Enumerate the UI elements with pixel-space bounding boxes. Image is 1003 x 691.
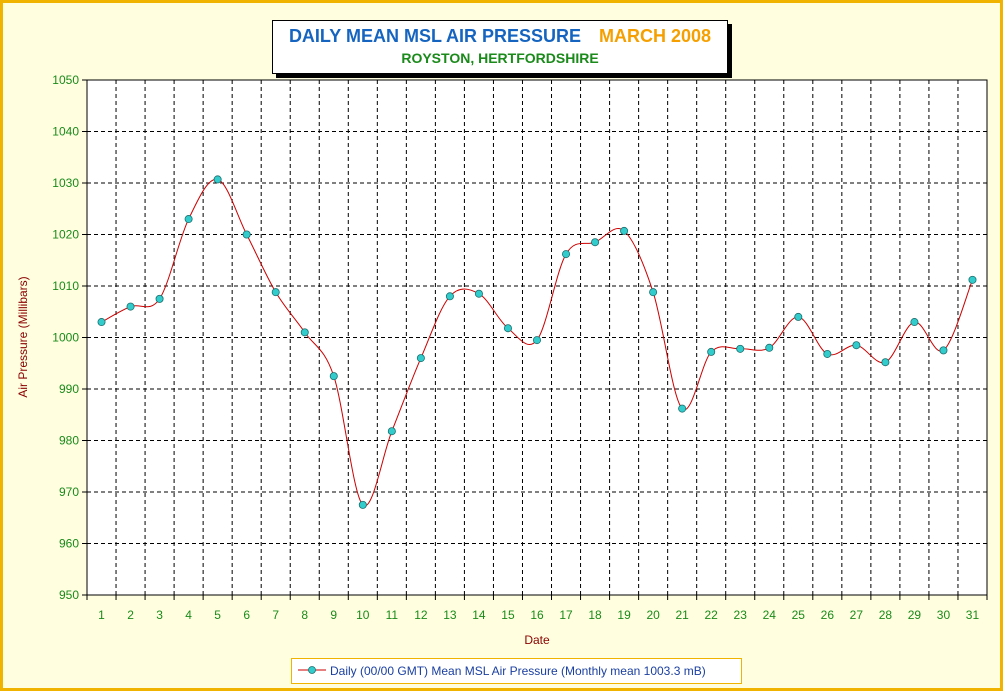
chart-subtitle: ROYSTON, HERTFORDSHIRE [401,50,599,66]
y-tick-labels: 950 960 970 980 990 1000 1010 1020 1030 1040 1050 [52,73,79,602]
x-tick-label: 19 [617,608,631,622]
x-tick-label: 21 [675,608,689,622]
x-tick-label: 4 [185,608,192,622]
x-tick-label: 15 [501,608,515,622]
data-point [852,341,861,350]
x-tick-label: 6 [243,608,250,622]
x-tick-label: 18 [588,608,602,622]
x-tick-label: 25 [792,608,806,622]
x-tick-label: 11 [386,608,399,622]
y-tick-label: 990 [59,382,79,396]
data-point [503,324,512,333]
data-point [358,500,367,509]
x-tick-label: 7 [272,608,279,622]
data-point [736,344,745,353]
data-point [533,336,542,345]
x-tick-label: 13 [443,608,457,622]
data-point [329,372,338,381]
x-tick-label: 20 [646,608,660,622]
legend-swatch [298,666,326,674]
x-tick-label: 14 [472,608,486,622]
legend-label: Daily (00/00 GMT) Mean MSL Air Pressure … [330,664,706,678]
data-point [474,289,483,298]
x-tick-label: 26 [821,608,835,622]
data-point [126,302,135,311]
data-point [155,294,164,303]
y-tick-label: 950 [59,588,79,602]
data-point [939,346,948,355]
data-point [823,349,832,358]
title-line: DAILY MEAN MSL AIR PRESSURE MARCH 2008 [273,26,727,47]
x-tick-label: 30 [937,608,951,622]
x-tick-label: 9 [330,608,337,622]
axis-ticks [82,79,988,600]
y-tick-label: 1050 [52,73,79,87]
x-tick-label: 2 [127,608,134,622]
x-tick-label: 17 [559,608,573,622]
data-point [445,292,454,301]
data-point [271,288,280,297]
y-tick-label: 1010 [52,279,79,293]
chart-month: MARCH 2008 [599,26,712,46]
data-point [707,347,716,356]
x-tick-label: 28 [879,608,893,622]
series-markers [97,175,977,509]
y-tick-label: 1020 [52,228,79,242]
y-tick-label: 970 [59,485,79,499]
y-tick-label: 1030 [52,176,79,190]
data-point [620,226,629,235]
data-point [97,318,106,327]
x-tick-label: 3 [156,608,163,622]
y-tick-label: 960 [59,537,79,551]
data-point [562,250,571,259]
data-point [968,275,977,284]
data-point [591,238,600,247]
x-tick-label: 5 [214,608,221,622]
data-point [242,230,251,239]
data-point [649,288,658,297]
y-tick-label: 1040 [52,125,79,139]
y-tick-label: 1000 [52,331,79,345]
x-tick-label: 24 [763,608,777,622]
legend: Daily (00/00 GMT) Mean MSL Air Pressure … [291,658,742,684]
x-tick-label: 23 [734,608,748,622]
data-point [881,358,890,367]
chart-title: DAILY MEAN MSL AIR PRESSURE [288,26,581,46]
data-point [213,175,222,184]
data-point [416,354,425,363]
x-tick-label: 29 [908,608,922,622]
data-point [910,318,919,327]
x-tick-label: 12 [414,608,428,622]
x-tick-label: 8 [301,608,308,622]
y-tick-label: 980 [59,434,79,448]
x-axis-label: Date [524,633,550,647]
data-point [765,343,774,352]
title-box: DAILY MEAN MSL AIR PRESSURE MARCH 2008 RO… [272,20,728,74]
data-point [387,427,396,436]
data-point [794,312,803,321]
x-tick-label: 22 [705,608,719,622]
grid-lines [87,80,987,595]
x-tick-label: 27 [850,608,864,622]
data-point [678,404,687,413]
x-tick-label: 1 [98,608,105,622]
x-tick-label: 31 [966,608,980,622]
data-point [300,328,309,337]
x-tick-label: 10 [356,608,370,622]
x-tick-label: 16 [530,608,544,622]
x-tick-labels: 1 2 3 4 5 6 7 8 9 10 11 12 13 14 15 16 17 18 19 20 21 22 23 24 2… [98,608,979,622]
data-point [184,215,193,224]
y-axis-label: Air Pressure (Millibars) [16,276,30,397]
